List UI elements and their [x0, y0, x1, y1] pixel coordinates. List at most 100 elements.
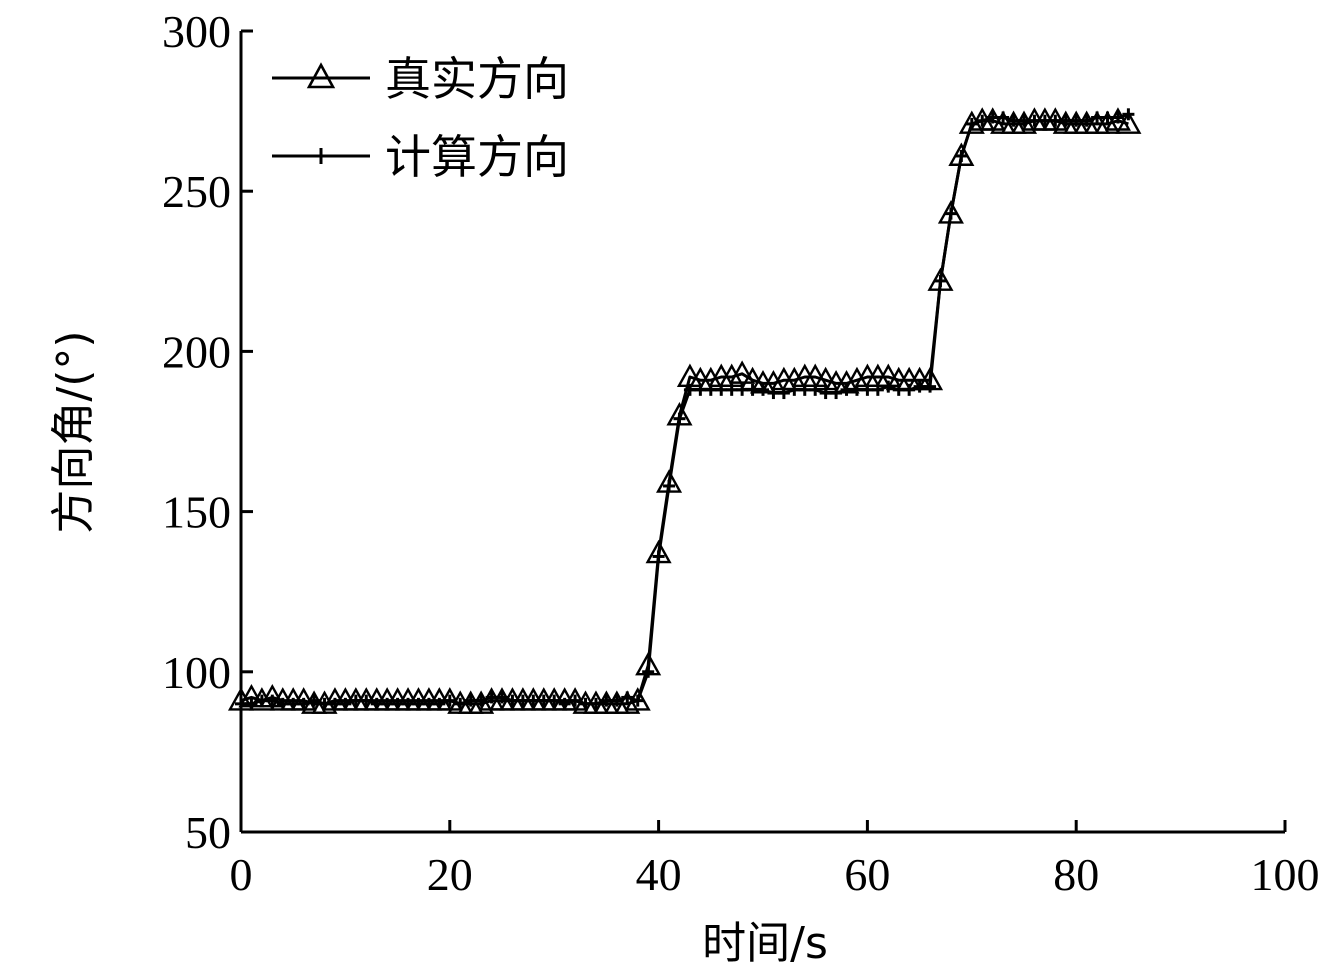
data-point-plus — [934, 274, 947, 287]
data-point-plus — [725, 383, 738, 396]
data-point-plus — [402, 697, 415, 710]
data-point-plus — [589, 697, 602, 710]
y-tick-label: 150 — [162, 487, 231, 538]
data-point-plus — [694, 383, 707, 396]
data-point-plus — [1091, 111, 1104, 124]
data-point-plus — [475, 694, 488, 707]
y-axis-title: 方向角/(°) — [48, 330, 99, 533]
data-point-plus — [861, 383, 874, 396]
data-point-plus — [339, 697, 352, 710]
data-point-plus — [976, 114, 989, 127]
data-point-plus — [527, 694, 540, 707]
y-tick-label: 50 — [185, 807, 231, 858]
data-point-triangle — [729, 360, 756, 384]
data-point-plus — [245, 697, 258, 710]
series-line-1 — [241, 112, 1129, 706]
data-point-plus — [997, 111, 1010, 124]
data-point-plus — [1101, 111, 1114, 124]
data-point-plus — [704, 383, 717, 396]
series-layer — [227, 107, 1142, 714]
data-point-plus — [412, 697, 425, 710]
data-point-plus — [297, 697, 310, 710]
legend-label-series-0: 真实方向 — [385, 52, 569, 106]
x-tick-label: 80 — [1053, 849, 1099, 900]
legend-marker-plus — [313, 148, 329, 164]
y-tick-label: 300 — [162, 6, 231, 57]
data-point-plus — [349, 694, 362, 707]
data-point-plus — [1070, 114, 1083, 127]
data-point-plus — [1049, 114, 1062, 127]
data-point-plus — [266, 694, 279, 707]
data-point-plus — [443, 694, 456, 707]
data-point-plus — [1038, 114, 1051, 127]
data-point-plus — [642, 665, 655, 678]
legend-label-series-1: 计算方向 — [385, 130, 569, 184]
data-point-plus — [1007, 114, 1020, 127]
data-point-plus — [913, 380, 926, 393]
data-point-plus — [485, 691, 498, 704]
data-point-plus — [892, 383, 905, 396]
data-point-plus — [558, 697, 571, 710]
data-point-plus — [944, 207, 957, 220]
data-point-plus — [819, 387, 832, 400]
data-point-plus — [663, 479, 676, 492]
data-point-plus — [830, 387, 843, 400]
data-point-plus — [683, 383, 696, 396]
data-point-plus — [506, 694, 519, 707]
x-tick-label: 60 — [844, 849, 890, 900]
data-point-plus — [1122, 108, 1135, 121]
data-point-plus — [318, 697, 331, 710]
data-point-plus — [328, 697, 341, 710]
data-point-triangle — [1115, 110, 1142, 134]
data-point-plus — [496, 691, 508, 704]
y-tick-label: 200 — [162, 326, 231, 377]
data-point-triangle — [614, 690, 641, 714]
data-point-plus — [767, 387, 780, 400]
data-point-plus — [422, 697, 435, 710]
data-point-plus — [516, 694, 529, 707]
data-point-plus — [652, 550, 665, 563]
x-tick-label: 40 — [636, 849, 682, 900]
data-point-plus — [454, 697, 467, 710]
data-point-plus — [1111, 111, 1124, 124]
data-point-plus — [287, 697, 300, 710]
data-point-plus — [1080, 114, 1093, 127]
data-point-plus — [255, 694, 268, 707]
data-point-plus — [673, 412, 686, 425]
series-0 — [227, 107, 1142, 714]
data-point-plus — [610, 694, 623, 707]
data-point-plus — [579, 697, 592, 710]
data-point-plus — [621, 691, 634, 704]
data-point-plus — [537, 694, 550, 707]
plot-area — [227, 107, 1142, 714]
data-point-plus — [381, 697, 394, 710]
y-tick-label: 250 — [162, 166, 231, 217]
data-point-plus — [798, 383, 811, 396]
data-point-plus — [276, 697, 289, 710]
x-axis-title: 时间/s — [702, 918, 828, 969]
data-point-plus — [600, 694, 613, 707]
data-point-plus — [924, 380, 937, 393]
data-point-plus — [433, 697, 446, 710]
data-point-plus — [1059, 114, 1072, 127]
data-point-plus — [370, 697, 383, 710]
data-point-triangle — [1010, 110, 1038, 134]
data-point-plus — [777, 387, 790, 400]
data-point-plus — [391, 697, 404, 710]
data-point-plus — [788, 383, 801, 396]
x-tick-label: 0 — [230, 849, 253, 900]
data-point-plus — [1028, 114, 1041, 127]
data-point-plus — [464, 694, 477, 707]
data-point-plus — [809, 383, 822, 396]
axes — [239, 31, 1285, 834]
data-point-plus — [1018, 114, 1030, 127]
data-point-plus — [736, 383, 749, 396]
legend-marker-triangle — [306, 62, 336, 89]
legend: 真实方向 计算方向 — [272, 52, 569, 184]
data-point-plus — [548, 694, 561, 707]
data-point-plus — [903, 383, 916, 396]
data-point-plus — [965, 117, 978, 130]
data-point-plus — [715, 383, 728, 396]
series-1 — [235, 108, 1135, 710]
